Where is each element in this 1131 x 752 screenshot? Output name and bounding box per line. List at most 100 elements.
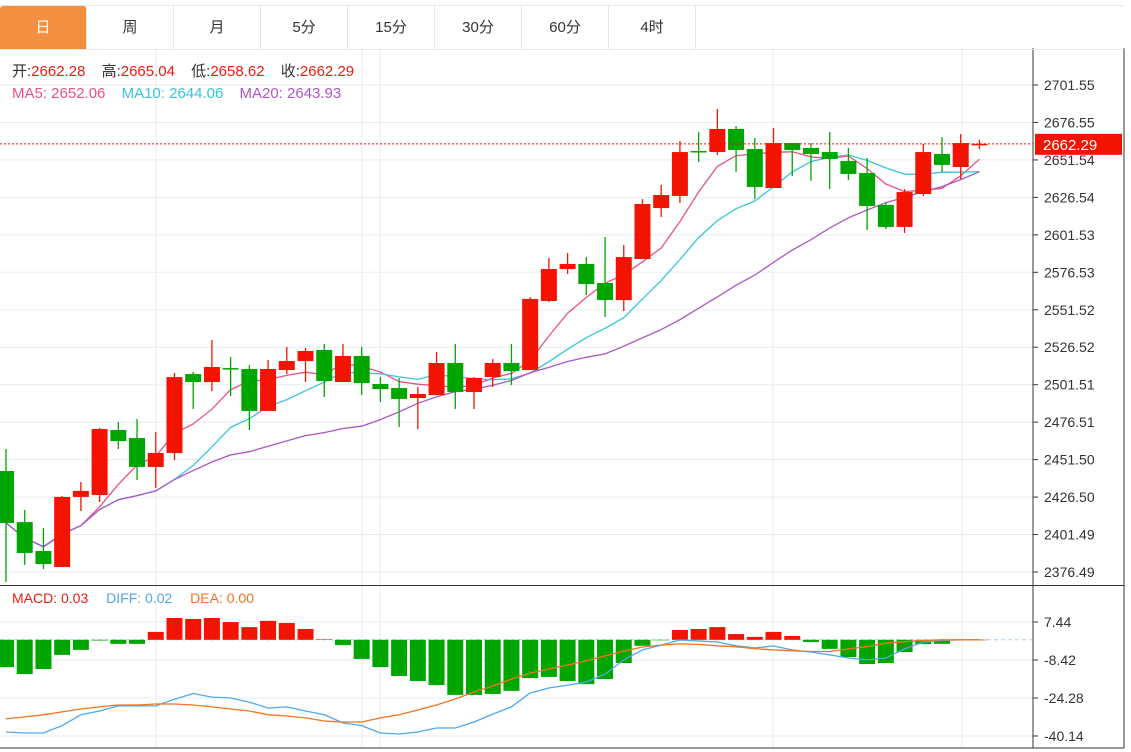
price-tick-label: 2651.54 [1044, 152, 1095, 168]
price-tick-label: 2626.54 [1044, 189, 1095, 205]
tab-4[interactable]: 15分 [348, 6, 435, 49]
ma5-value: MA5: 2652.06 [12, 85, 106, 102]
candle-up [72, 490, 89, 497]
grid [0, 48, 1033, 748]
ma10-line [5, 154, 980, 548]
candle-down [372, 383, 389, 390]
candle-up [559, 263, 576, 270]
candle-down [353, 355, 370, 384]
candle-up [952, 143, 969, 168]
candle-up [334, 355, 351, 383]
tab-0[interactable]: 日 [0, 6, 87, 49]
diff-value: DIFF: 0.02 [106, 590, 173, 606]
candle-up [671, 152, 688, 196]
macd-bar [540, 639, 557, 677]
tab-5[interactable]: 30分 [435, 6, 522, 49]
macd-bar [428, 639, 445, 686]
tab-6[interactable]: 60分 [522, 6, 609, 49]
macd-bar [746, 636, 763, 640]
macd-bar [166, 617, 183, 640]
candle-up [540, 269, 557, 301]
candle-up [297, 351, 314, 362]
candle-up [278, 361, 295, 371]
candle-down [877, 204, 894, 227]
candle-up [466, 377, 482, 393]
candle-up [765, 143, 782, 189]
candle-up [166, 377, 183, 454]
candle-down [185, 374, 202, 383]
high-value: 2665.04 [120, 63, 175, 80]
candle-down [859, 173, 876, 206]
candle-down [728, 128, 745, 150]
candle-down [222, 368, 239, 370]
price-tick-label: 2426.50 [1044, 489, 1095, 505]
macd-bar [147, 631, 164, 640]
macd-bar [934, 639, 950, 644]
candle-down [934, 153, 950, 165]
macd-bar [372, 639, 389, 668]
price-tick-label: 2401.49 [1044, 527, 1095, 543]
diff-line [5, 639, 980, 735]
price-tick-label: 2376.49 [1044, 564, 1095, 580]
candle-up [91, 429, 108, 495]
candle-down [35, 551, 52, 565]
macd-bar [597, 639, 614, 680]
low-value: 2658.62 [210, 63, 265, 80]
macd-bar [110, 639, 127, 644]
candles [0, 109, 988, 583]
candle-up [634, 204, 651, 260]
candle-up [428, 362, 445, 396]
ma20-value: MA20: 2643.93 [239, 85, 342, 102]
tab-3[interactable]: 5分 [261, 6, 348, 49]
macd-bar [72, 639, 89, 650]
axes: 2701.55 2676.55 2651.54 2626.54 2601.53 2576.… [0, 48, 1125, 749]
ohlc-info: 开:2662.28 高:2665.04 低:2658.62 收:2662.29 … [12, 61, 366, 105]
price-tick-label: 2526.52 [1044, 339, 1095, 355]
tab-1[interactable]: 周 [87, 6, 174, 49]
macd-bar [709, 627, 726, 640]
macd-bar [877, 639, 894, 664]
candle-up [409, 394, 426, 399]
macd-bar [0, 639, 14, 668]
macd-bar [241, 627, 258, 640]
macd-bar [297, 629, 314, 640]
candle-up [147, 453, 164, 467]
macd-bar [222, 622, 239, 640]
macd-bar [203, 617, 220, 640]
price-tick-label: 2676.55 [1044, 114, 1095, 130]
price-tick-label: 2551.52 [1044, 302, 1095, 318]
price-tick-label: 2576.53 [1044, 264, 1095, 280]
close-value: 2662.29 [299, 63, 355, 80]
macd-bar [690, 629, 707, 640]
macd-bar [634, 639, 651, 646]
candle-up [54, 496, 71, 568]
candle-down [241, 368, 258, 411]
macd-info: MACD: 0.03 DIFF: 0.02 DEA: 0.00 [12, 590, 268, 606]
current-price-badge [1035, 133, 1122, 155]
candle-up [971, 143, 988, 146]
candle-up [915, 152, 932, 194]
ma10-value: MA10: 2644.06 [121, 85, 224, 102]
macd-bar [802, 639, 819, 642]
candle-down [129, 438, 146, 467]
macd-panel [0, 617, 1033, 735]
macd-bar [409, 639, 426, 682]
macd-bar [35, 639, 52, 670]
macd-bar [484, 639, 501, 694]
macd-tick-label: 7.44 [1044, 614, 1071, 630]
candle-up [484, 362, 501, 378]
low-label: 低: [191, 63, 211, 80]
macd-bar [334, 639, 351, 646]
price-tick-label: 2451.50 [1044, 452, 1095, 468]
macd-bar [821, 639, 838, 649]
tab-7[interactable]: 4时 [609, 6, 696, 49]
candle-down [821, 152, 838, 159]
macd-bar [278, 623, 295, 640]
macd-value: MACD: 0.03 [12, 590, 89, 606]
candle-up [260, 368, 277, 411]
tab-2[interactable]: 月 [174, 6, 261, 49]
candle-down [840, 161, 857, 174]
macd-bar [578, 639, 595, 685]
price-tick-label: 2601.53 [1044, 227, 1095, 243]
